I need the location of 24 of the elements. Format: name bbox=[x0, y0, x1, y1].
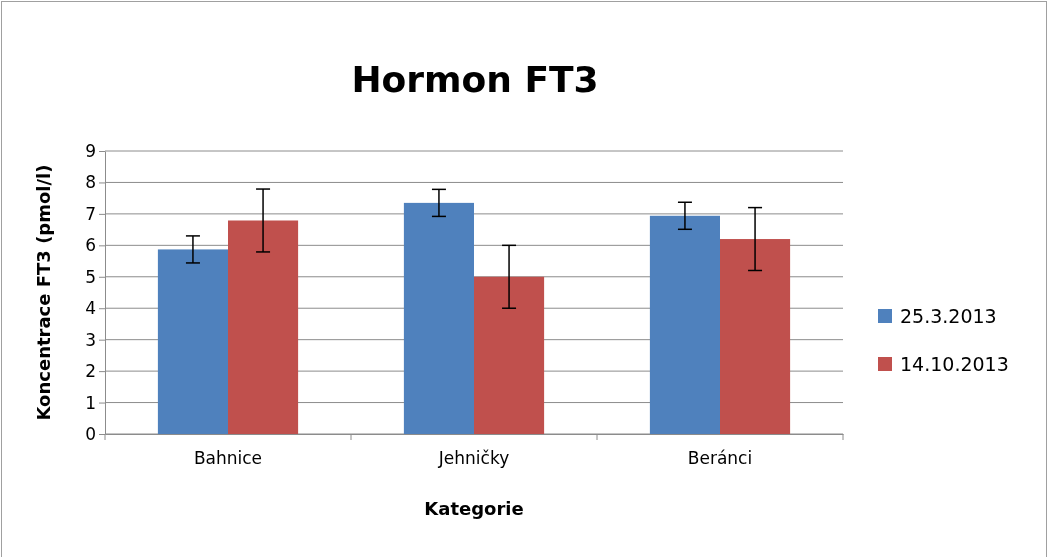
bar bbox=[403, 202, 474, 434]
y-axis-title: Koncentrace FT3 (pmol/l) bbox=[33, 164, 54, 421]
y-tick-label: 4 bbox=[85, 298, 96, 319]
y-tick-label: 7 bbox=[85, 203, 96, 224]
y-tick-label: 0 bbox=[85, 423, 96, 444]
y-tick-label: 5 bbox=[85, 266, 96, 287]
x-axis-title: Kategorie bbox=[424, 498, 524, 519]
bar bbox=[649, 215, 720, 434]
y-tick-label: 9 bbox=[85, 140, 96, 161]
y-tick-label: 2 bbox=[85, 361, 96, 382]
y-tick-label: 6 bbox=[85, 235, 96, 256]
y-tick-label: 1 bbox=[85, 392, 96, 413]
legend-label: 14.10.2013 bbox=[900, 353, 1009, 375]
x-tick-label: Beránci bbox=[687, 448, 753, 469]
bar bbox=[157, 249, 228, 434]
y-tick-label: 8 bbox=[85, 172, 96, 193]
x-tick-label: Bahnice bbox=[193, 448, 263, 469]
x-tick-label: Jehničky bbox=[437, 448, 510, 469]
chart-title: Hormon FT3 bbox=[351, 59, 599, 100]
legend-label: 25.3.2013 bbox=[900, 305, 997, 327]
bar bbox=[228, 220, 299, 434]
bar bbox=[720, 239, 791, 434]
y-tick-label: 3 bbox=[85, 329, 96, 350]
bar bbox=[474, 276, 545, 434]
